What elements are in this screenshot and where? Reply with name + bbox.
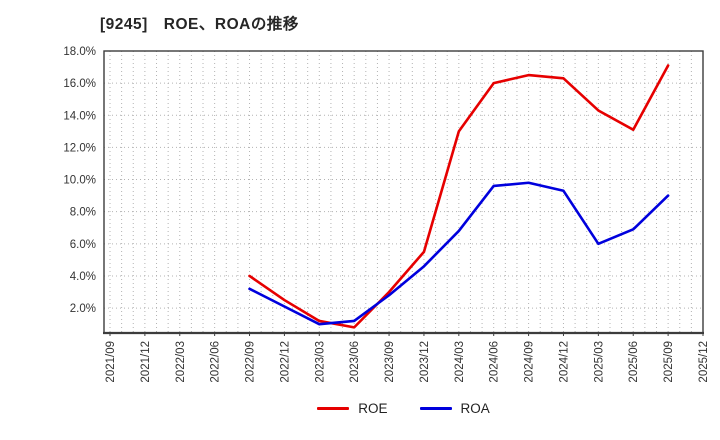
x-tick-label: 2022/03 bbox=[175, 341, 187, 383]
x-tick-label: 2024/03 bbox=[454, 341, 466, 383]
legend: ROE ROA bbox=[104, 401, 703, 416]
x-tick-label: 2023/03 bbox=[314, 341, 326, 383]
roe-line bbox=[248, 64, 670, 329]
legend-item-roe: ROE bbox=[317, 401, 388, 416]
x-tick-label: 2023/09 bbox=[384, 341, 396, 383]
legend-item-roa: ROA bbox=[419, 401, 490, 416]
x-tick-label: 2025/06 bbox=[628, 341, 640, 383]
x-tick-label: 2024/06 bbox=[489, 341, 501, 383]
x-tick-label: 2023/12 bbox=[419, 341, 431, 383]
roe-line-swatch bbox=[317, 407, 350, 410]
y-tick-label: 18.0% bbox=[63, 46, 96, 58]
x-tick-label: 2022/09 bbox=[245, 341, 257, 383]
plot-border bbox=[103, 50, 704, 334]
x-tick-label: 2025/03 bbox=[593, 341, 605, 383]
roa-line bbox=[248, 181, 670, 326]
roa-line-swatch bbox=[419, 407, 452, 410]
y-tick-label: 16.0% bbox=[63, 78, 96, 90]
y-tick-label: 4.0% bbox=[70, 271, 96, 283]
y-tick-label: 2.0% bbox=[70, 303, 96, 315]
x-tick-label: 2022/12 bbox=[279, 341, 291, 383]
legend-label-roe: ROE bbox=[358, 401, 388, 416]
y-tick-label: 6.0% bbox=[70, 239, 96, 251]
x-tick-label: 2024/12 bbox=[558, 341, 570, 383]
y-tick-label: 14.0% bbox=[63, 110, 96, 122]
x-tick-label: 2021/12 bbox=[140, 341, 152, 383]
x-tick-label: 2024/09 bbox=[524, 341, 536, 383]
x-tick-label: 2021/09 bbox=[105, 341, 117, 383]
x-tick-label: 2023/06 bbox=[349, 341, 361, 383]
x-tick-label: 2025/12 bbox=[698, 341, 710, 383]
legend-label-roa: ROA bbox=[460, 401, 490, 416]
x-tick-label: 2025/09 bbox=[663, 341, 675, 383]
y-tick-label: 8.0% bbox=[70, 207, 96, 219]
x-tick-label: 2022/06 bbox=[210, 341, 222, 383]
chart-title: [9245] ROE、ROAの推移 bbox=[100, 16, 299, 33]
y-tick-label: 12.0% bbox=[63, 142, 96, 154]
y-tick-label: 10.0% bbox=[63, 175, 96, 187]
